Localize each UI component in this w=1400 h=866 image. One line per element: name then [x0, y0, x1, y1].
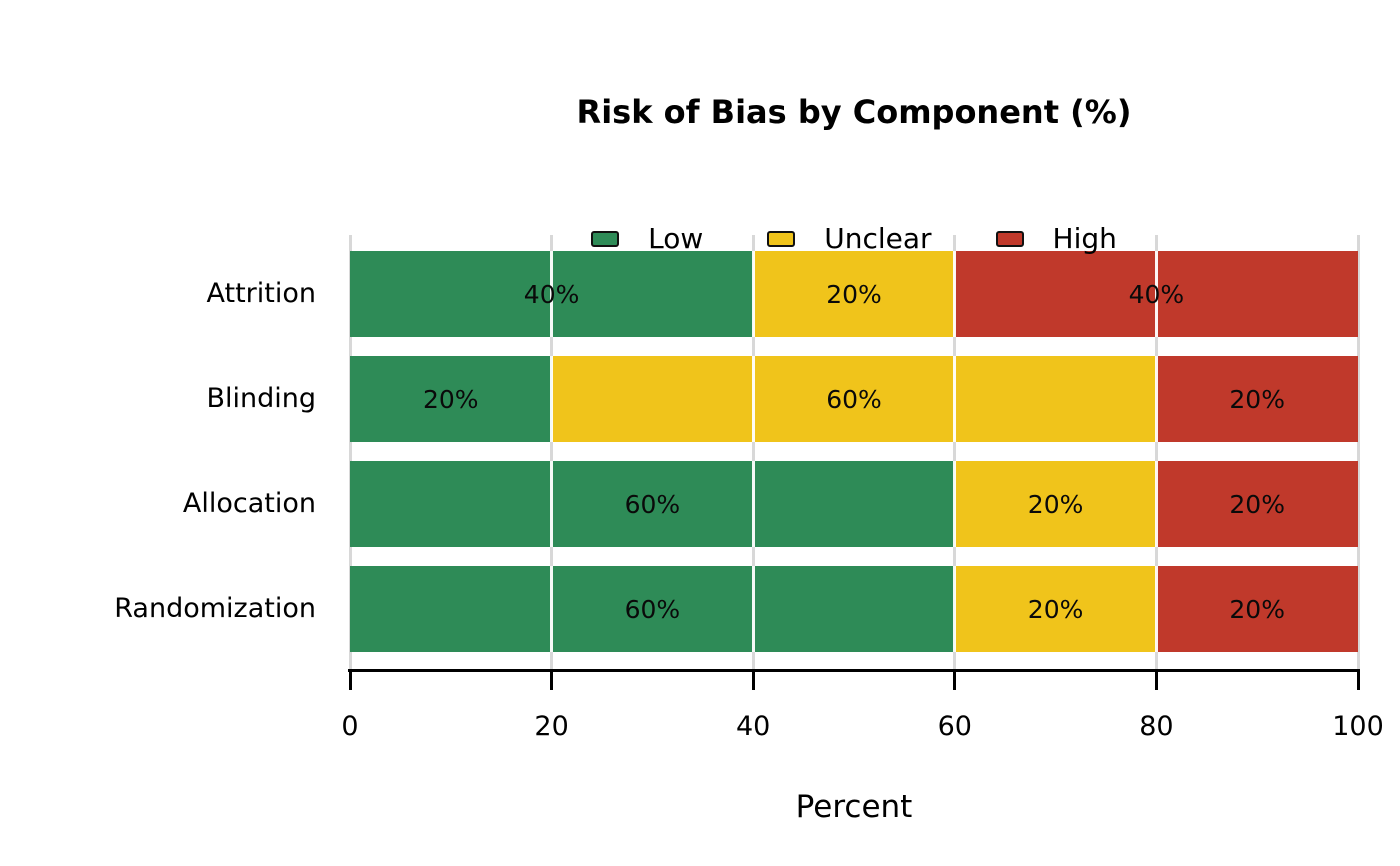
bar-gridline-20 — [550, 566, 554, 652]
bar-value-label: 40% — [1128, 279, 1185, 309]
y-axis-label-randomization: Randomization — [114, 593, 316, 624]
gridline-80 — [1154, 235, 1158, 669]
bar-segment-high: 20% — [1156, 356, 1358, 442]
legend-swatch-high-icon — [995, 231, 1024, 247]
x-tick-label-20: 20 — [534, 711, 569, 742]
bar-gridline-80 — [1154, 461, 1158, 547]
bar-gridline-20 — [550, 356, 554, 442]
bar-value-label: 20% — [1229, 489, 1285, 519]
bar-row-allocation: 60% 20% 20% — [350, 461, 1358, 547]
bar-segment-high: 20% — [1156, 566, 1358, 652]
bar-gridline-20 — [550, 251, 554, 337]
legend-label-unclear: Unclear — [824, 222, 932, 255]
legend-swatch-low-icon — [591, 231, 620, 247]
bar-segment-low: 20% — [350, 356, 552, 442]
x-tick-label-60: 60 — [937, 711, 972, 742]
gridline-60 — [953, 235, 957, 669]
y-axis-label-attrition: Attrition — [206, 278, 317, 309]
bar-gridline-60 — [953, 461, 957, 547]
bar-value-label: 60% — [624, 489, 681, 519]
legend-label-low: Low — [648, 222, 704, 255]
bar-gridline-80 — [1154, 251, 1158, 337]
legend-label-high: High — [1052, 222, 1117, 255]
x-tick-label-100: 100 — [1332, 711, 1384, 742]
bar-segment-unclear: 20% — [954, 461, 1157, 547]
gridline-100 — [1356, 235, 1360, 669]
x-axis-title: Percent — [795, 789, 913, 825]
bar-gridline-60 — [953, 356, 957, 442]
legend-item-high: High — [995, 222, 1117, 256]
bar-segment-unclear: 20% — [753, 251, 955, 337]
x-tick-mark-100 — [1356, 669, 1360, 690]
bar-segment-unclear: 20% — [954, 566, 1157, 652]
bar-gridline-20 — [550, 461, 554, 547]
bar-gridline-80 — [1154, 566, 1158, 652]
x-tick-mark-60 — [953, 669, 957, 690]
bar-value-label: 20% — [1229, 384, 1285, 414]
bar-gridline-60 — [953, 566, 957, 652]
bars-layer: 40% 20% 40% 20% 60% 20% 60% 20% 20% 60% 20% 20% — [350, 235, 1358, 669]
bar-segment-high: 20% — [1156, 461, 1358, 547]
gridline-0 — [348, 235, 352, 669]
x-tick-mark-40 — [751, 669, 755, 690]
bar-segment-low: 60% — [350, 461, 955, 547]
x-tick-label-40: 40 — [736, 711, 771, 742]
y-axis-label-blinding: Blinding — [206, 383, 316, 414]
bar-segment-low: 60% — [350, 566, 955, 652]
bar-gridline-40 — [751, 251, 755, 337]
bar-value-label: 20% — [1229, 594, 1285, 624]
legend-swatch-unclear-icon — [767, 231, 796, 247]
x-tick-mark-80 — [1154, 669, 1158, 690]
bar-row-blinding: 20% 60% 20% — [350, 356, 1358, 442]
bar-segment-unclear: 60% — [551, 356, 1157, 442]
bar-gridline-60 — [953, 251, 957, 337]
bar-value-label: 60% — [826, 384, 882, 414]
x-axis-line — [348, 669, 1359, 672]
bar-value-label: 20% — [826, 279, 882, 309]
bar-gridline-40 — [751, 566, 755, 652]
y-axis-label-allocation: Allocation — [182, 488, 316, 519]
legend-item-low: Low — [591, 222, 703, 256]
bar-value-label: 20% — [423, 384, 479, 414]
bar-row-randomization: 60% 20% 20% — [350, 566, 1358, 652]
bar-row-attrition: 40% 20% 40% — [350, 251, 1358, 337]
legend-item-unclear: Unclear — [767, 222, 932, 256]
bar-value-label: 20% — [1027, 489, 1084, 519]
x-tick-label-0: 0 — [341, 711, 359, 742]
gridline-40 — [751, 235, 755, 669]
bar-gridline-40 — [751, 356, 755, 442]
x-tick-mark-0 — [348, 669, 352, 690]
x-tick-mark-20 — [550, 669, 554, 690]
legend: Low Unclear High — [350, 222, 1358, 256]
chart-title: Risk of Bias by Component (%) — [576, 93, 1132, 131]
bar-value-label: 40% — [523, 279, 580, 309]
bar-value-label: 20% — [1027, 594, 1084, 624]
x-tick-label-80: 80 — [1139, 711, 1174, 742]
plot-area: 40% 20% 40% 20% 60% 20% 60% 20% 20% 60% 20% 20% Low… — [348, 222, 1360, 669]
bar-value-label: 60% — [624, 594, 681, 624]
bar-gridline-80 — [1154, 356, 1158, 442]
bar-gridline-40 — [751, 461, 755, 547]
gridline-20 — [550, 235, 554, 669]
